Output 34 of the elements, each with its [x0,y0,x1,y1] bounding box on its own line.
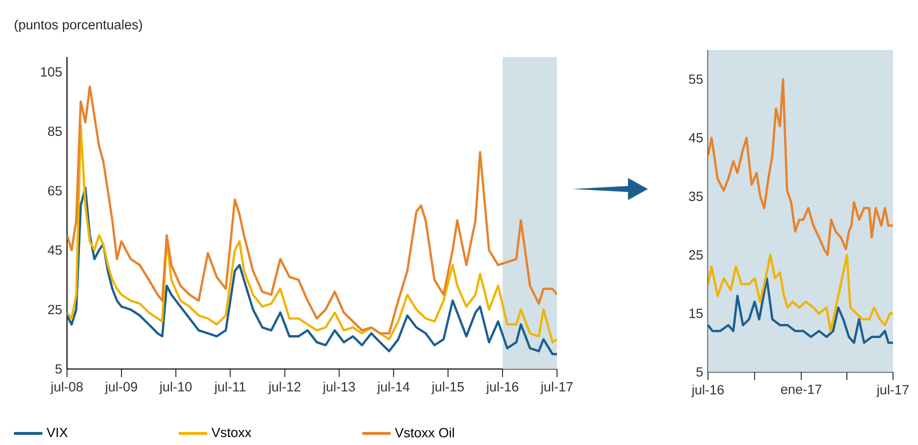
x-tick-label: jul-16 [486,382,518,394]
y-tick-label: 25 [689,250,703,260]
y-tick-label: 5 [696,368,703,377]
line-series [708,277,894,344]
line-series [708,254,894,332]
x-tick-label: jul-08 [50,382,83,394]
y-tick-label: 65 [48,186,62,196]
x-tick-label: jul-12 [268,382,300,394]
legend-label: Vstoxx [211,428,252,438]
x-tick-label: jul-15 [431,382,464,394]
legend-label: Vstoxx Oil [394,428,454,438]
x-tick-label: jul-16 [691,384,724,398]
x-tick-label: jul-13 [322,382,355,394]
x-tick-label: jul-17 [540,382,573,394]
x-tick-label: jul-10 [159,382,192,394]
y-tick-label: 85 [48,126,62,136]
x-tick-label: ene-17 [781,384,822,394]
y-tick-label: 45 [48,246,62,255]
x-tick-label: jul-11 [214,382,246,394]
y-axis-title: (puntos porcentuales) [14,20,142,32]
line-series [67,124,558,344]
line-series [708,78,894,256]
x-tick-label: jul-14 [376,382,410,394]
y-tick-label: 35 [688,192,703,202]
y-tick-label: 5 [55,364,62,374]
y-tick-label: 105 [41,67,62,77]
line-series [67,186,558,356]
y-tick-label: 55 [689,74,703,84]
x-tick-label: jul-09 [104,382,138,394]
legend-label: VIX [46,428,68,438]
y-tick-label: 45 [688,133,703,143]
y-tick-label: 15 [689,308,703,318]
x-tick-label: jul-17 [876,384,909,398]
y-tick-label: 25 [48,305,62,314]
